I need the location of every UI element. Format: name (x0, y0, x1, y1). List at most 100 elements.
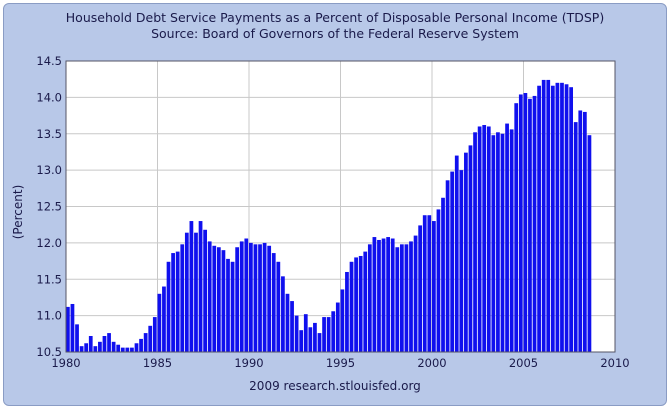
bar (180, 244, 185, 352)
bar (560, 82, 564, 352)
bar (203, 229, 208, 352)
bar (249, 242, 253, 352)
bar (84, 343, 89, 352)
bar (354, 257, 358, 352)
bar (454, 155, 459, 352)
bar (294, 315, 299, 352)
bar (79, 346, 84, 352)
bar (372, 237, 377, 352)
bar (162, 286, 166, 352)
bar (235, 247, 240, 352)
bar (367, 244, 372, 352)
bar-series (66, 79, 592, 353)
bar (399, 244, 404, 352)
bar (171, 253, 175, 352)
bar (285, 293, 290, 352)
bar (505, 123, 509, 352)
y-tick-label: 11.5 (36, 272, 62, 286)
bar (102, 335, 107, 352)
bar (267, 245, 272, 352)
bar (326, 317, 331, 352)
bar (569, 87, 574, 352)
bar (120, 347, 125, 352)
y-tick-labels: 10.5 11.0 11.5 12.0 12.5 13.0 13.5 14.0 14.5 (36, 54, 62, 359)
bar (486, 126, 491, 352)
x-tick-labels: 1980 1985 1990 1995 2000 2005 2010 (51, 356, 629, 370)
bar (464, 152, 468, 352)
bar (578, 110, 583, 352)
bar (573, 122, 578, 352)
bar (518, 94, 523, 352)
bar (473, 132, 477, 352)
bar (436, 209, 441, 352)
bar (532, 95, 537, 353)
y-tick-label: 10.5 (36, 345, 62, 359)
bar (157, 293, 162, 352)
bar (363, 251, 368, 352)
bar (459, 170, 464, 352)
bar (491, 135, 496, 352)
bar (152, 317, 157, 352)
bar (445, 180, 450, 352)
bar (166, 261, 171, 352)
bar (93, 346, 98, 352)
bar (345, 271, 349, 352)
bar (482, 125, 487, 353)
bar (125, 347, 130, 352)
bar (258, 244, 262, 352)
bar (281, 276, 285, 352)
chart-title: Household Debt Service Payments as a Per… (65, 10, 605, 25)
bar (514, 103, 519, 352)
bar (111, 341, 116, 352)
y-tick-label: 12.5 (36, 200, 62, 214)
bar (276, 261, 281, 352)
bar (395, 247, 400, 352)
bar (528, 98, 532, 352)
bar (496, 132, 500, 352)
bar (523, 93, 528, 352)
bar (546, 79, 551, 352)
y-tick-label: 13.5 (36, 127, 62, 141)
bar (262, 242, 267, 352)
bar (253, 244, 258, 352)
bar (377, 239, 381, 352)
bar (432, 221, 436, 352)
bar (564, 84, 569, 352)
bar (427, 215, 432, 352)
bar (468, 145, 473, 352)
bar (75, 324, 79, 352)
bar (139, 338, 143, 352)
bar (244, 238, 249, 352)
bar (271, 253, 276, 352)
bar (500, 133, 505, 352)
y-tick-label: 12.0 (36, 236, 62, 250)
bar (308, 327, 313, 352)
bar (194, 232, 198, 352)
bar (175, 251, 180, 352)
y-tick-label: 14.0 (36, 90, 62, 104)
bar (290, 301, 294, 352)
bar (349, 261, 354, 352)
bar (189, 221, 194, 352)
bar (313, 322, 317, 352)
bar (66, 306, 70, 352)
bar (299, 330, 304, 352)
bar (418, 225, 423, 352)
bar (331, 311, 336, 352)
bar (340, 289, 345, 352)
chart-footer: 2009 research.stlouisfed.org (249, 379, 421, 393)
bar (555, 82, 560, 352)
bar (88, 335, 93, 352)
bar (537, 85, 541, 353)
bar (541, 79, 546, 352)
bar (98, 341, 102, 352)
bar (441, 197, 445, 352)
bar (587, 135, 592, 352)
x-tick-label: 2010 (600, 356, 629, 370)
bar (550, 85, 555, 353)
bar (335, 302, 340, 352)
bar (107, 333, 111, 352)
y-tick-label: 14.5 (36, 54, 62, 68)
bar (212, 245, 217, 352)
